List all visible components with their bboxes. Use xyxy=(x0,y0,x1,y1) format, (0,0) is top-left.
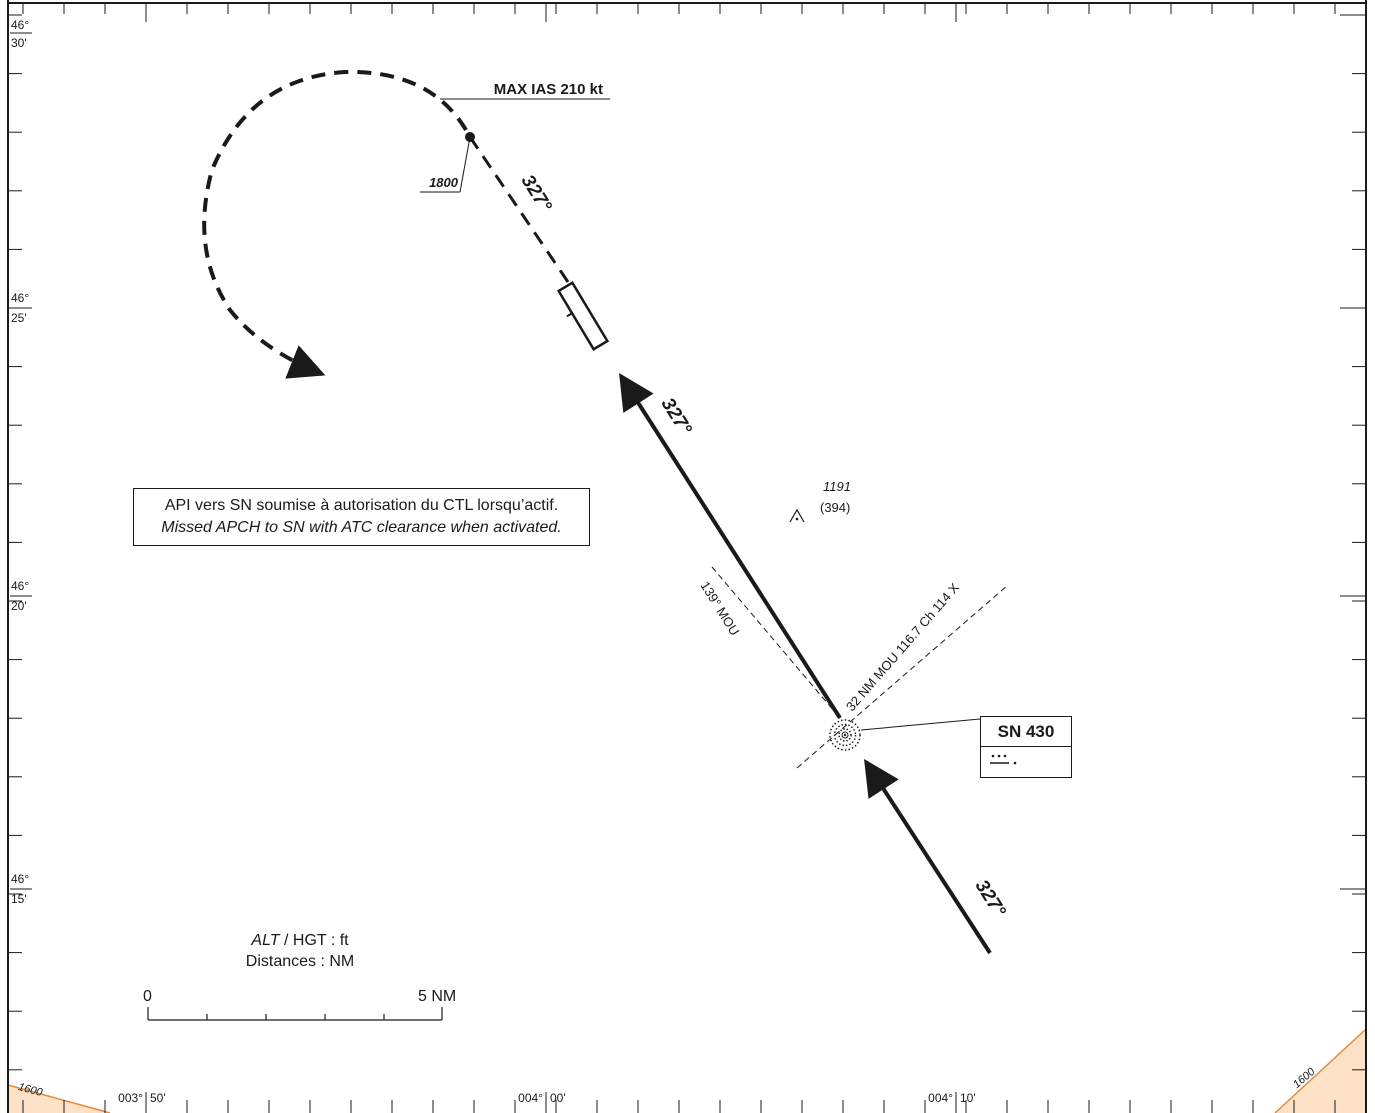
scale-end: 5 NM xyxy=(418,988,456,1005)
obstacle-alt: 1191 xyxy=(823,479,851,494)
speed-restriction: MAX IAS 210 kt xyxy=(494,81,603,98)
obstacle-icon xyxy=(789,508,805,523)
track-label-lower: 327° xyxy=(971,876,1010,921)
lon-label-2: 004° 00' xyxy=(518,1091,566,1113)
terrain-contour-left xyxy=(7,1084,111,1113)
navaid-box: SN 430 xyxy=(980,716,1072,778)
svg-text:003°: 003° xyxy=(118,1091,143,1105)
ndb-icon xyxy=(829,719,861,751)
legend-units: ALT / HGT : ft xyxy=(200,930,400,951)
scale-start: 0 xyxy=(143,988,152,1005)
navaid-morse xyxy=(981,747,1071,777)
scale-bar xyxy=(147,1007,443,1021)
legend-hgt: / HGT : ft xyxy=(279,932,349,949)
svg-text:46°: 46° xyxy=(11,579,29,593)
legend-distances: Distances : NM xyxy=(245,953,355,970)
note-english: Missed APCH to SN with ATC clearance whe… xyxy=(161,519,562,536)
lat-label-3: 46° 20' xyxy=(10,579,32,613)
svg-text:46°: 46° xyxy=(11,18,29,32)
runway-symbol xyxy=(556,281,610,351)
svg-text:00': 00' xyxy=(550,1091,566,1105)
svg-text:46°: 46° xyxy=(11,872,29,886)
lon-label-1: 003° 50' xyxy=(118,1091,166,1113)
radial-label: 139° MOU xyxy=(697,579,742,639)
svg-text:50': 50' xyxy=(150,1091,166,1105)
lat-label-2: 46° 25' xyxy=(10,291,32,325)
lat-label-4: 46° 15' xyxy=(10,872,32,906)
dme-label: 32 NM MOU 116.7 Ch 114 X xyxy=(843,580,962,714)
svg-text:004°: 004° xyxy=(518,1091,543,1105)
track-label-upper: 327° xyxy=(657,394,696,439)
inbound-track-lower xyxy=(864,758,992,955)
clearance-note: API vers SN soumise à autorisation du CT… xyxy=(133,488,590,546)
navaid-name: SN 430 xyxy=(981,717,1071,747)
svg-text:15': 15' xyxy=(11,892,27,906)
legend-alt: ALT xyxy=(251,932,280,949)
svg-text:30': 30' xyxy=(11,36,27,50)
svg-text:20': 20' xyxy=(11,599,27,613)
terrain-contour-right xyxy=(1274,1029,1366,1113)
dme-arc-line xyxy=(796,584,1009,769)
obstacle-hgt: (394) xyxy=(820,500,850,515)
note-french: API vers SN soumise à autorisation du CT… xyxy=(164,497,559,514)
missed-track-label: 327° xyxy=(517,171,556,216)
svg-text:10': 10' xyxy=(960,1091,976,1105)
radial-139-line xyxy=(711,566,841,719)
lon-label-3: 004° 10' xyxy=(928,1091,976,1113)
missed-approach-turn xyxy=(202,69,468,379)
altitude-leader xyxy=(459,136,471,193)
missed-altitude: 1800 xyxy=(429,175,459,190)
morse-code-graphic xyxy=(990,754,1017,765)
svg-text:46°: 46° xyxy=(11,291,29,305)
missed-approach-track xyxy=(468,136,570,283)
units-legend: ALT / HGT : ft Distances : NM xyxy=(200,930,400,972)
navaid-leader xyxy=(860,718,981,731)
inbound-track-upper xyxy=(619,372,842,720)
svg-text:004°: 004° xyxy=(928,1091,953,1105)
lat-label-1: 46° 30' xyxy=(10,18,32,50)
svg-text:25': 25' xyxy=(11,311,27,325)
